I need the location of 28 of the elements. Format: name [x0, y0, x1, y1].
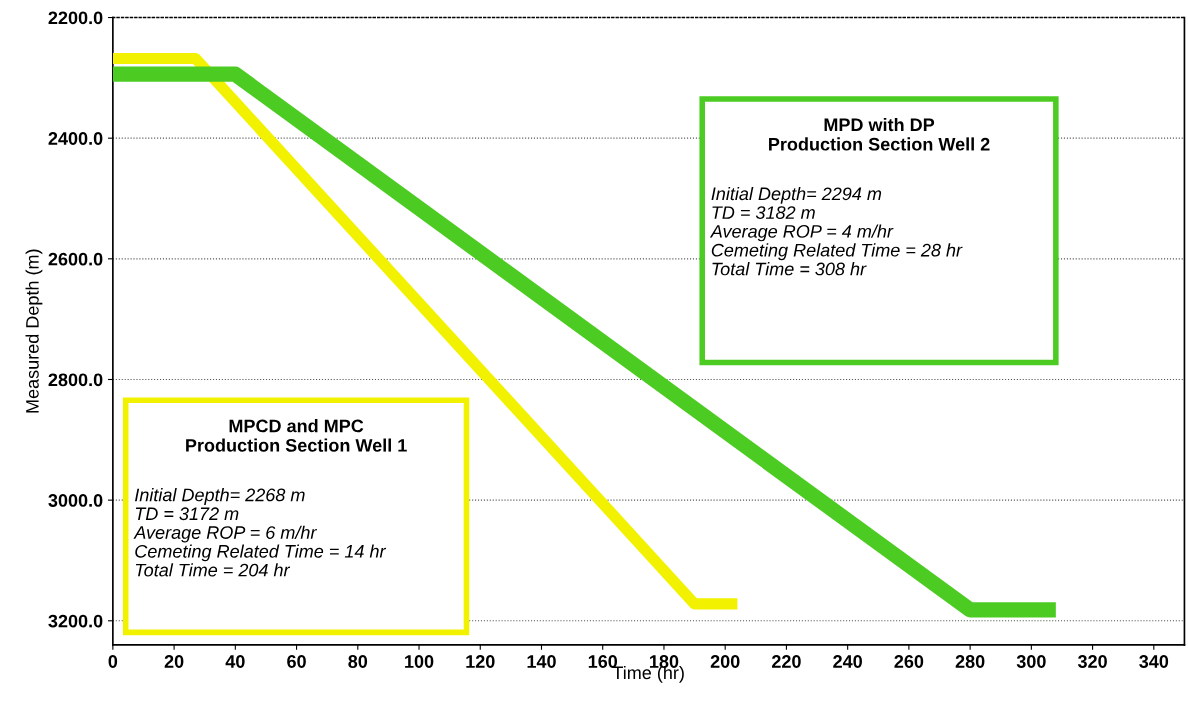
x-tick-label: 120: [466, 655, 495, 668]
x-tick-label: 340: [1139, 655, 1169, 668]
y-tick-label: 2600.0: [48, 252, 103, 266]
x-tick-label: 300: [1016, 655, 1046, 668]
x-tick-label: 220: [771, 655, 801, 668]
x-tick-label: 280: [955, 655, 985, 668]
x-tick-label: 20: [164, 655, 184, 668]
x-tick-label: 200: [710, 655, 740, 668]
y-tick-label: 2400.0: [48, 132, 103, 145]
x-tick-label: 240: [833, 655, 862, 668]
x-tick-label: 160: [588, 655, 618, 668]
x-tick-label: 40: [225, 655, 245, 668]
x-tick-label: 260: [894, 655, 924, 668]
x-tick-label: 140: [527, 655, 556, 668]
annotation: Initial Depth= 2294 m TD = 3182 m Average ROP = 4 m/hr Cemeting Related Time = 28 hr Total Time = 308 hr: [709, 186, 963, 276]
x-tick-label: 320: [1077, 655, 1107, 668]
x-tick-label: 100: [405, 655, 434, 668]
annotation: MPD with DP Production Section Well 2: [769, 117, 990, 151]
y-tick-label: 3200.0: [48, 614, 103, 628]
x-tick-label: 80: [348, 655, 368, 668]
y-axis-title: Measured Depth (m): [25, 249, 43, 413]
y-tick-label: 3000.0: [48, 494, 103, 507]
annotation: MPCD and MPC Production Section Well 1: [186, 419, 407, 452]
x-tick-label: 0: [108, 655, 118, 668]
x-tick-label: 60: [287, 655, 306, 668]
annotation: Initial Depth= 2268 m TD = 3172 m Average ROP = 6 m/hr Cemeting Related Time = 14 hr Total Time = 204 hr: [133, 488, 387, 577]
y-tick-label: 2800.0: [48, 373, 103, 387]
y-tick-label: 2200.0: [48, 11, 103, 25]
